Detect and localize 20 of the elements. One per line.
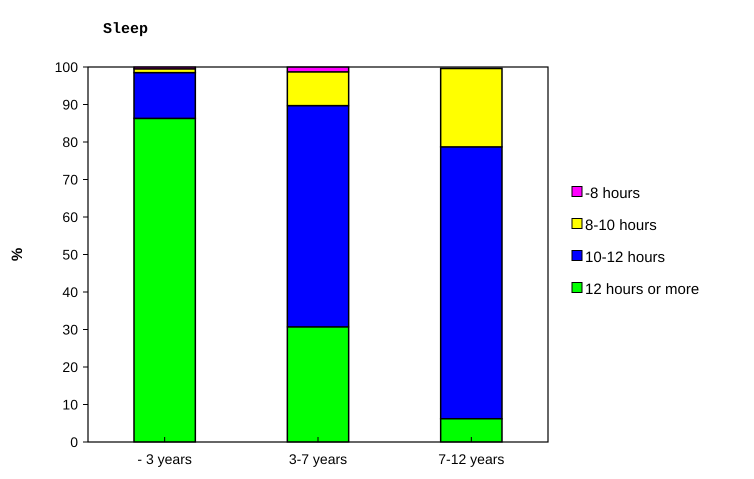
- y-tick-label: 80: [62, 134, 78, 150]
- y-tick-label: 70: [62, 171, 78, 188]
- y-tick-label: 30: [62, 321, 78, 338]
- legend-label: -8 hours: [585, 184, 640, 202]
- y-axis-title: %: [9, 248, 26, 262]
- x-tick-label: 7-12 years: [438, 451, 504, 467]
- y-tick-label: 40: [62, 284, 78, 300]
- y-tick-label: 50: [62, 246, 78, 262]
- legend-label: 10-12 hours: [585, 248, 666, 266]
- legend-label: 12 hours or more: [585, 280, 700, 298]
- y-tick-label: 10: [62, 396, 78, 412]
- x-tick-label: - 3 years: [137, 451, 192, 467]
- legend-label: 8-10 hours: [585, 216, 657, 234]
- y-tick-label: 90: [62, 96, 78, 112]
- y-tick-label: 60: [62, 208, 78, 225]
- y-tick-label: 20: [62, 358, 78, 375]
- chart-title: Sleep: [103, 21, 148, 38]
- y-tick-label: 100: [54, 58, 78, 75]
- y-tick-label: 0: [70, 434, 78, 450]
- x-tick-label: 3-7 years: [288, 451, 348, 467]
